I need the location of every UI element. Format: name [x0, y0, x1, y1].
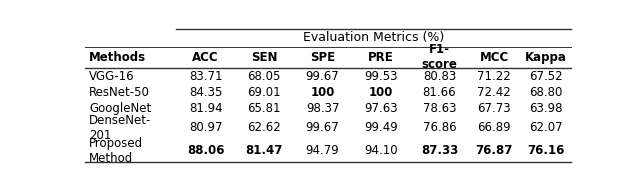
- Text: SEN: SEN: [251, 51, 277, 64]
- Text: Evaluation Metrics (%): Evaluation Metrics (%): [303, 31, 444, 44]
- Text: F1-
score: F1- score: [422, 43, 458, 71]
- Text: 88.06: 88.06: [187, 144, 224, 157]
- Text: 99.67: 99.67: [306, 70, 339, 83]
- Text: ACC: ACC: [192, 51, 219, 64]
- Text: 68.80: 68.80: [529, 86, 562, 99]
- Text: 71.22: 71.22: [477, 70, 511, 83]
- Text: 76.87: 76.87: [476, 144, 513, 157]
- Text: 67.73: 67.73: [477, 102, 511, 115]
- Text: 62.62: 62.62: [247, 121, 281, 134]
- Text: 80.97: 80.97: [189, 121, 222, 134]
- Text: 84.35: 84.35: [189, 86, 222, 99]
- Text: 63.98: 63.98: [529, 102, 562, 115]
- Text: 99.53: 99.53: [364, 70, 397, 83]
- Text: 66.89: 66.89: [477, 121, 511, 134]
- Text: PRE: PRE: [368, 51, 394, 64]
- Text: VGG-16: VGG-16: [89, 70, 134, 83]
- Text: 83.71: 83.71: [189, 70, 222, 83]
- Text: Proposed
Method: Proposed Method: [89, 137, 143, 165]
- Text: 76.16: 76.16: [527, 144, 564, 157]
- Text: 67.52: 67.52: [529, 70, 563, 83]
- Text: Kappa: Kappa: [525, 51, 566, 64]
- Text: ResNet-50: ResNet-50: [89, 86, 150, 99]
- Text: 99.49: 99.49: [364, 121, 398, 134]
- Text: 68.05: 68.05: [247, 70, 281, 83]
- Text: 94.10: 94.10: [364, 144, 398, 157]
- Text: 80.83: 80.83: [423, 70, 456, 83]
- Text: 97.63: 97.63: [364, 102, 398, 115]
- Text: 100: 100: [369, 86, 393, 99]
- Text: Methods: Methods: [89, 51, 146, 64]
- Text: DenseNet-
201: DenseNet- 201: [89, 114, 151, 142]
- Text: 78.63: 78.63: [422, 102, 456, 115]
- Text: 81.47: 81.47: [245, 144, 283, 157]
- Text: 81.66: 81.66: [422, 86, 456, 99]
- Text: 69.01: 69.01: [247, 86, 281, 99]
- Text: MCC: MCC: [479, 51, 509, 64]
- Text: SPE: SPE: [310, 51, 335, 64]
- Text: 72.42: 72.42: [477, 86, 511, 99]
- Text: 62.07: 62.07: [529, 121, 563, 134]
- Text: 99.67: 99.67: [306, 121, 339, 134]
- Text: 100: 100: [310, 86, 335, 99]
- Text: 65.81: 65.81: [247, 102, 281, 115]
- Text: 87.33: 87.33: [421, 144, 458, 157]
- Text: 76.86: 76.86: [422, 121, 456, 134]
- Text: 81.94: 81.94: [189, 102, 222, 115]
- Text: GoogleNet: GoogleNet: [89, 102, 151, 115]
- Text: 98.37: 98.37: [306, 102, 339, 115]
- Text: 94.79: 94.79: [306, 144, 339, 157]
